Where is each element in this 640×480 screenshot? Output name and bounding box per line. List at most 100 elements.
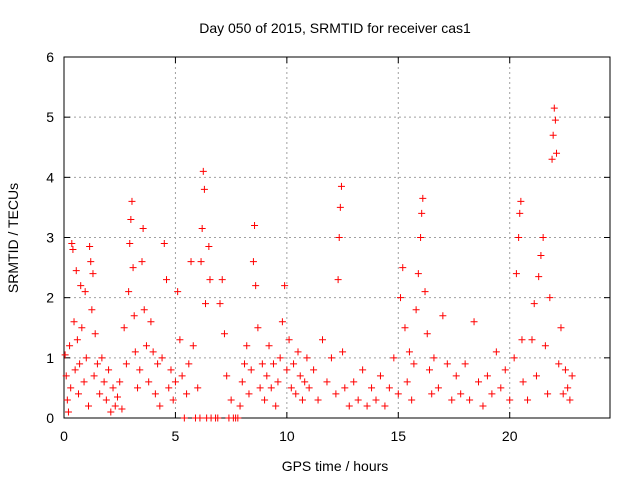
data-point <box>517 197 525 205</box>
data-point <box>113 393 121 401</box>
data-point <box>539 234 547 241</box>
data-point <box>102 396 110 404</box>
data-point <box>327 354 335 362</box>
data-point <box>439 312 447 320</box>
axis-ticks: 0 1 2 3 4 5 6 0 5 10 15 20 <box>46 49 610 444</box>
data-point <box>537 252 545 260</box>
data-point <box>561 366 569 374</box>
data-point <box>241 360 249 368</box>
data-point <box>566 396 574 404</box>
x-tick-label: 0 <box>60 428 68 444</box>
data-point <box>89 270 97 278</box>
data-point <box>78 324 86 332</box>
data-point <box>337 182 345 190</box>
data-point <box>263 372 271 380</box>
data-point <box>180 414 188 422</box>
x-tick-label: 10 <box>279 428 295 444</box>
data-point <box>303 354 311 362</box>
data-point <box>156 402 164 410</box>
data-point <box>428 390 436 398</box>
data-point <box>541 342 549 350</box>
data-point <box>363 402 371 410</box>
data-point <box>418 209 426 217</box>
data-point <box>131 348 139 356</box>
data-point <box>461 360 469 368</box>
data-point <box>243 342 251 350</box>
data-point <box>405 348 413 356</box>
data-point <box>189 342 197 350</box>
y-tick-label: 4 <box>46 169 54 185</box>
data-point <box>475 378 483 386</box>
data-point <box>274 378 282 386</box>
x-tick-label: 20 <box>502 428 518 444</box>
data-point <box>417 234 425 241</box>
data-point <box>341 384 349 392</box>
data-point <box>381 402 389 410</box>
data-point <box>223 372 231 380</box>
y-axis-label: SRMTID / TECUs <box>5 183 21 293</box>
data-point <box>546 294 554 302</box>
data-point <box>125 288 133 296</box>
data-point <box>258 360 266 368</box>
data-point <box>194 384 202 392</box>
data-point <box>199 167 207 175</box>
data-point <box>434 384 442 392</box>
data-point <box>292 390 300 398</box>
data-point <box>69 246 77 254</box>
data-point <box>138 258 146 266</box>
data-point <box>359 366 367 374</box>
data-point <box>96 390 104 398</box>
data-point <box>81 288 89 296</box>
data-point <box>568 372 576 380</box>
data-point <box>323 378 331 386</box>
y-tick-label: 2 <box>46 290 54 306</box>
data-point <box>93 360 101 368</box>
data-point <box>98 354 106 362</box>
data-point <box>116 378 124 386</box>
data-point <box>319 336 327 344</box>
data-point <box>126 240 134 248</box>
data-point <box>236 402 244 410</box>
data-point <box>105 366 113 374</box>
data-point <box>200 185 208 193</box>
data-point <box>88 306 96 314</box>
data-point <box>483 372 491 380</box>
data-point <box>557 324 565 332</box>
data-point <box>524 396 532 404</box>
data-point <box>122 360 130 368</box>
data-point <box>72 267 80 275</box>
data-point <box>551 116 559 124</box>
data-point <box>196 414 204 422</box>
y-tick-label: 6 <box>46 49 54 65</box>
data-point <box>272 402 280 410</box>
x-tick-label: 15 <box>390 428 406 444</box>
data-point <box>564 384 572 392</box>
data-point <box>492 348 500 356</box>
data-point <box>128 197 136 205</box>
x-axis-label: GPS time / hours <box>282 458 389 474</box>
data-point <box>283 366 291 374</box>
data-point <box>354 396 362 404</box>
data-point <box>86 243 94 251</box>
data-point <box>70 318 78 326</box>
data-point <box>298 396 306 404</box>
data-point <box>178 372 186 380</box>
data-point <box>198 224 206 232</box>
data-point <box>187 258 195 266</box>
data-point <box>501 366 509 374</box>
data-point <box>305 384 313 392</box>
data-point <box>91 330 99 338</box>
data-point <box>385 384 393 392</box>
data-point <box>64 408 72 416</box>
data-point <box>535 273 543 281</box>
data-point <box>134 384 142 392</box>
data-point <box>176 336 184 344</box>
data-point <box>548 155 556 163</box>
data-point <box>399 264 407 272</box>
data-point <box>443 360 451 368</box>
data-point <box>73 336 81 344</box>
data-point <box>218 276 226 284</box>
data-point <box>127 215 135 223</box>
data-point <box>261 396 269 404</box>
